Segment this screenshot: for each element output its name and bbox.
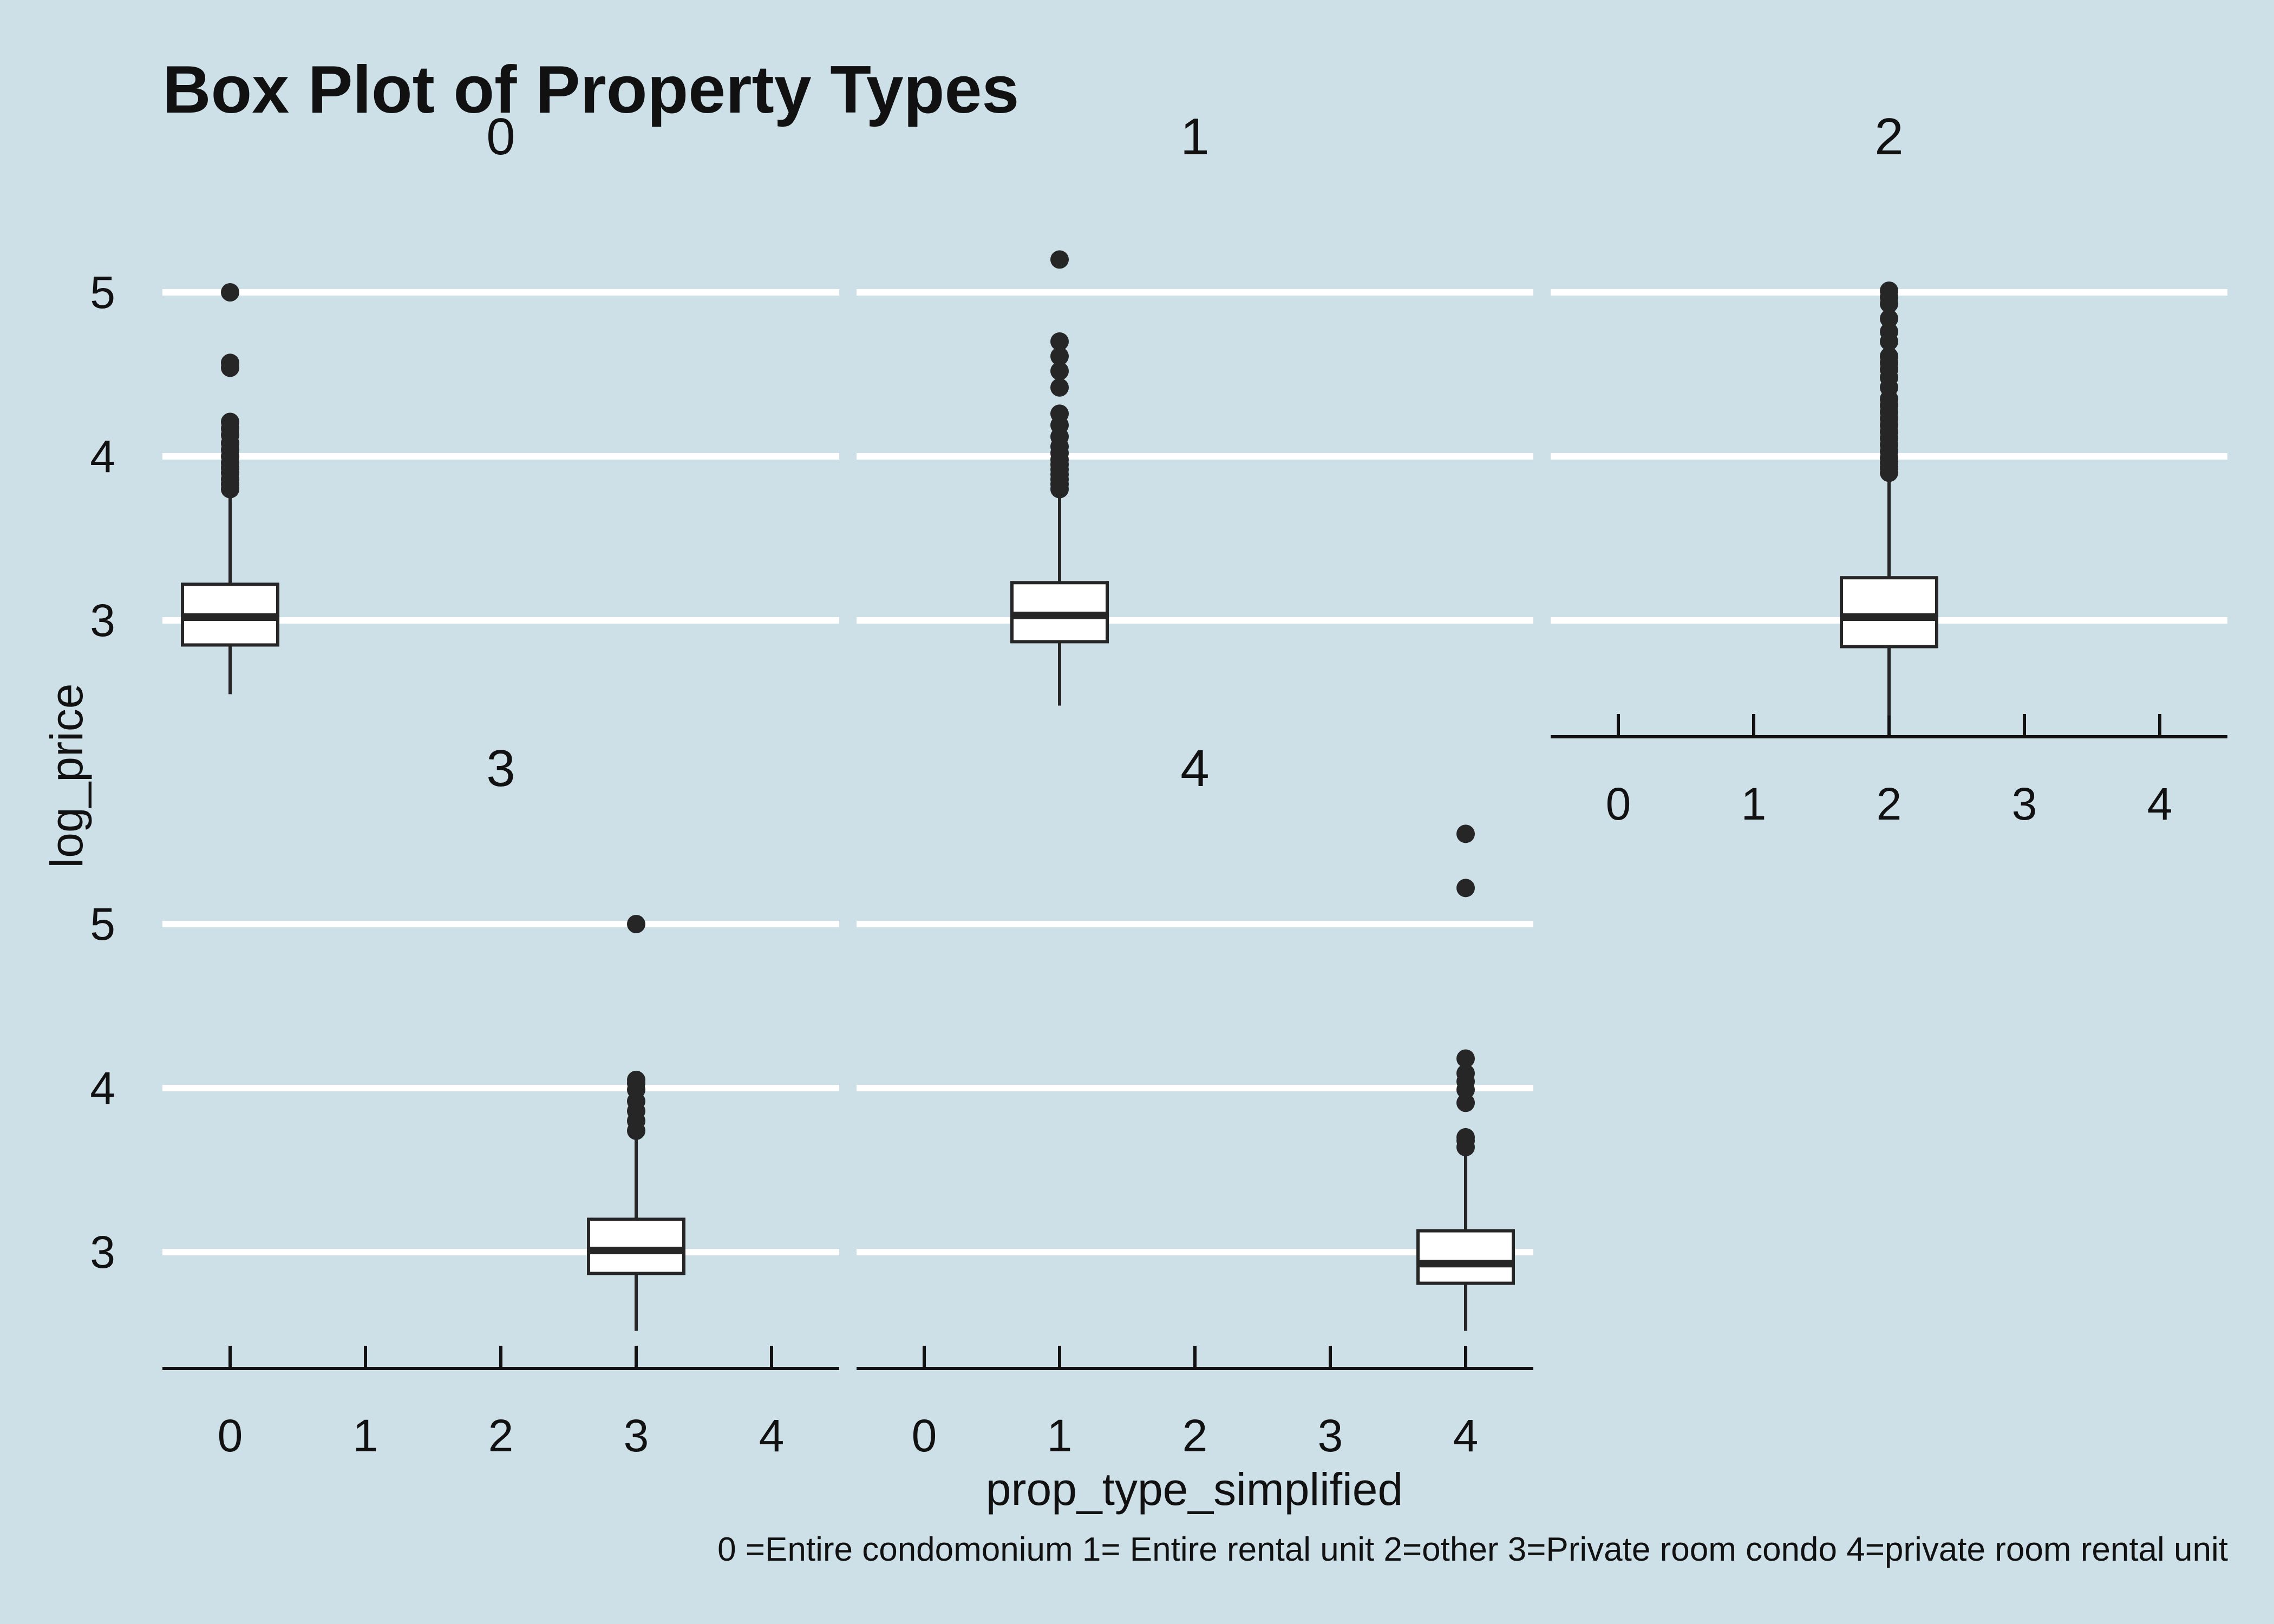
outlier-point — [221, 283, 239, 302]
outlier-point — [1456, 1049, 1475, 1068]
x-tick-label: 3 — [624, 1410, 649, 1461]
outlier-point — [1880, 309, 1898, 328]
facet-panel-3: 3 3 4 5 0 1 2 3 4 — [90, 739, 839, 1461]
facet-label: 3 — [486, 739, 515, 797]
x-tick-label: 0 — [1606, 778, 1631, 829]
y-tick-label: 4 — [90, 431, 115, 482]
outlier-point — [1456, 1128, 1475, 1147]
facet-panels: 0 3 4 5 1 2 0 1 2 3 4 3 3 4 5 0 1 2 3 4 4 0 1 2 3 4 — [90, 108, 2227, 1461]
outlier-point — [627, 1070, 645, 1089]
x-tick-label: 3 — [2012, 778, 2037, 829]
x-tick-label: 4 — [1453, 1410, 1479, 1461]
box-iqr — [1840, 576, 1938, 649]
x-tick-label: 1 — [1047, 1410, 1073, 1461]
y-tick-label: 5 — [90, 899, 115, 949]
outlier-point — [1880, 281, 1898, 300]
x-tick-label: 3 — [1318, 1410, 1343, 1461]
outlier-point — [1456, 824, 1475, 843]
outlier-point — [1456, 1093, 1475, 1112]
x-axis-title: prop_type_simplified — [986, 1464, 1403, 1515]
x-tick-label: 4 — [759, 1410, 785, 1461]
outlier-point — [1050, 347, 1069, 366]
x-tick-label: 2 — [1877, 778, 1902, 829]
outlier-point — [1880, 322, 1898, 341]
box-iqr — [1416, 1229, 1515, 1285]
y-tick-label: 5 — [90, 267, 115, 318]
outlier-point — [1050, 250, 1069, 269]
facet-label: 0 — [486, 108, 515, 166]
facet-label: 1 — [1180, 108, 1209, 166]
facet-panel-0: 0 3 4 5 — [90, 108, 839, 695]
outlier-point — [1456, 1064, 1475, 1083]
outlier-point — [1050, 362, 1069, 381]
outlier-point — [1456, 879, 1475, 898]
y-tick-label: 3 — [90, 595, 115, 646]
y-tick-label: 3 — [90, 1227, 115, 1278]
outlier-point — [1880, 347, 1898, 366]
outlier-point — [1050, 332, 1069, 351]
box-iqr — [587, 1217, 685, 1275]
x-tick-label: 2 — [1182, 1410, 1208, 1461]
outlier-point — [1050, 378, 1069, 397]
facet-label: 2 — [1874, 108, 1903, 166]
outlier-point — [627, 915, 645, 933]
x-tick-label: 0 — [218, 1410, 243, 1461]
x-tick-label: 1 — [1741, 778, 1767, 829]
facet-label: 4 — [1180, 739, 1209, 797]
outlier-point — [221, 412, 239, 431]
facet-panel-1: 1 — [857, 108, 1533, 706]
x-tick-label: 0 — [912, 1410, 937, 1461]
x-tick-label: 2 — [488, 1410, 514, 1461]
outlier-point — [1050, 404, 1069, 423]
chart-caption: 0 =Entire condomonium 1= Entire rental u… — [717, 1531, 2228, 1568]
facet-panel-2: 2 0 1 2 3 4 — [1551, 108, 2227, 829]
outlier-point — [221, 353, 239, 372]
facet-panel-4: 4 0 1 2 3 4 — [857, 739, 1533, 1461]
x-tick-label: 4 — [2147, 778, 2173, 829]
y-axis-title: log_price — [41, 684, 92, 868]
y-tick-label: 4 — [90, 1063, 115, 1114]
chart-title: Box Plot of Property Types — [162, 53, 1019, 127]
x-tick-label: 1 — [353, 1410, 378, 1461]
